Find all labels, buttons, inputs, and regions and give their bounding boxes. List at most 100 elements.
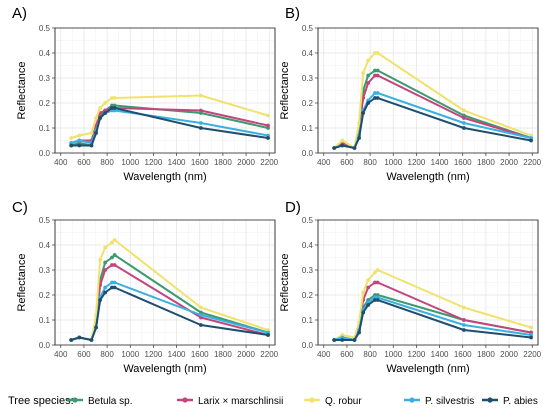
data-point-q-robur	[375, 51, 380, 55]
x-tick-label: 1600	[454, 158, 472, 167]
x-tick-label: 1400	[431, 158, 449, 167]
x-tick-label: 1000	[384, 158, 402, 167]
data-point-p-abies	[357, 330, 362, 335]
data-point-q-robur	[110, 96, 114, 100]
panel-label: A)	[12, 5, 27, 22]
data-point-q-robur	[110, 240, 114, 245]
series-line-p-abies	[70, 107, 270, 147]
panel-label: C)	[12, 199, 28, 216]
data-point-p-abies	[461, 126, 466, 130]
panel-2: B) 400 600 800 1000 1200 1400 1600 1800 2000 2200 0…	[279, 5, 542, 183]
y-tick-label: 0.0	[39, 341, 51, 350]
data-point-larix-marschlinsii	[103, 268, 108, 272]
y-tick-label: 0.5	[39, 24, 51, 33]
data-point-q-robur	[373, 270, 377, 275]
data-point-p-abies	[110, 285, 114, 290]
data-point-q-robur	[366, 278, 371, 282]
data-point-p-abies	[98, 116, 103, 120]
data-point-larix-marschlinsii	[366, 285, 371, 290]
legend-label-p-silvestris: P. silvestris	[425, 396, 474, 407]
series-line-q-robur	[333, 52, 533, 149]
panel-1: A) 400 600 800 1000 1200 1400 1600 1800 2000 2200 0…	[12, 5, 279, 183]
x-tick-label: 600	[340, 158, 354, 167]
data-point-q-robur	[77, 133, 82, 138]
data-point-q-robur	[98, 106, 103, 110]
x-tick-label: 400	[317, 158, 331, 167]
x-tick-label: 1800	[214, 158, 232, 167]
data-point-q-robur	[103, 101, 108, 105]
y-tick-label: 0.2	[39, 99, 51, 108]
x-tick-label: 2200	[260, 350, 278, 359]
data-point-p-abies	[461, 328, 466, 332]
data-point-q-robur	[461, 108, 466, 113]
data-point-p-abies	[366, 101, 371, 105]
data-point-p-abies	[69, 143, 74, 148]
data-point-q-robur	[529, 325, 533, 330]
data-point-p-abies	[266, 136, 270, 140]
data-point-p-abies	[89, 338, 94, 342]
data-point-p-abies	[529, 335, 533, 340]
data-point-p-abies	[529, 138, 533, 143]
x-tick-label: 1200	[408, 158, 426, 167]
data-point-q-robur	[89, 131, 94, 135]
y-tick-label: 0.1	[302, 124, 314, 133]
plot-border	[54, 27, 276, 154]
data-point-p-abies	[373, 298, 377, 302]
data-point-p-silvestris	[373, 91, 377, 95]
data-point-p-silvestris	[461, 121, 466, 125]
y-axis-title: Reflectance	[16, 61, 28, 119]
data-point-q-robur	[98, 258, 103, 262]
data-point-p-abies	[340, 143, 345, 148]
x-tick-label: 800	[363, 158, 377, 167]
x-tick-label: 800	[100, 350, 114, 359]
data-point-p-abies	[340, 338, 345, 342]
data-point-larix-marschlinsii	[110, 263, 114, 267]
data-point-larix-marschlinsii	[375, 73, 380, 78]
x-tick-label: 2200	[523, 350, 541, 359]
y-tick-label: 0.1	[39, 124, 51, 133]
data-point-p-abies	[69, 338, 74, 342]
data-point-p-abies	[77, 143, 82, 148]
x-tick-label: 1600	[191, 350, 209, 359]
y-tick-label: 0.2	[302, 291, 314, 300]
y-tick-label: 0.4	[39, 241, 51, 250]
y-tick-label: 0.5	[302, 24, 314, 33]
data-point-larix-marschlinsii	[366, 81, 371, 85]
panel-3: C) 400 600 800 1000 1200 1400 1600 1800 2000 2200 0…	[12, 199, 279, 375]
legend-label-betula-sp: Betula sp.	[88, 396, 132, 407]
data-point-p-silvestris	[375, 91, 380, 95]
series-line-p-abies	[333, 299, 533, 341]
data-point-p-abies	[112, 285, 117, 290]
x-tick-label: 600	[77, 350, 91, 359]
x-axis-title: Wavelength (nm)	[123, 363, 206, 375]
x-tick-label: 400	[317, 350, 331, 359]
data-point-betula-sp	[103, 260, 108, 265]
panel-label: D)	[285, 199, 301, 216]
x-axis-title: Wavelength (nm)	[123, 171, 206, 183]
data-point-q-robur	[198, 305, 203, 310]
y-tick-label: 0.3	[302, 266, 314, 275]
panel-4: D) 400 600 800 1000 1200 1400 1600 1800 2000 2200 0…	[279, 199, 542, 375]
x-tick-label: 1200	[145, 350, 163, 359]
series-line-q-robur	[70, 94, 270, 139]
data-point-p-abies	[361, 310, 366, 315]
y-tick-label: 0.3	[302, 74, 314, 83]
data-point-q-robur	[375, 268, 380, 272]
x-tick-label: 1200	[408, 350, 426, 359]
legend-swatch-point	[409, 397, 415, 403]
data-point-q-robur	[361, 290, 366, 295]
data-point-p-silvestris	[198, 121, 203, 125]
legend-swatch-point	[72, 397, 78, 403]
y-tick-label: 0.3	[39, 266, 51, 275]
data-point-betula-sp	[366, 73, 371, 78]
data-point-p-silvestris	[198, 313, 203, 317]
data-point-p-abies	[357, 136, 362, 140]
plot-border	[54, 219, 276, 346]
x-axis-title: Wavelength (nm)	[386, 171, 469, 183]
legend-title: Tree species:	[8, 395, 74, 407]
y-tick-label: 0.2	[39, 291, 51, 300]
data-point-p-abies	[110, 106, 114, 110]
data-point-q-robur	[198, 93, 203, 98]
x-tick-label: 600	[340, 350, 354, 359]
